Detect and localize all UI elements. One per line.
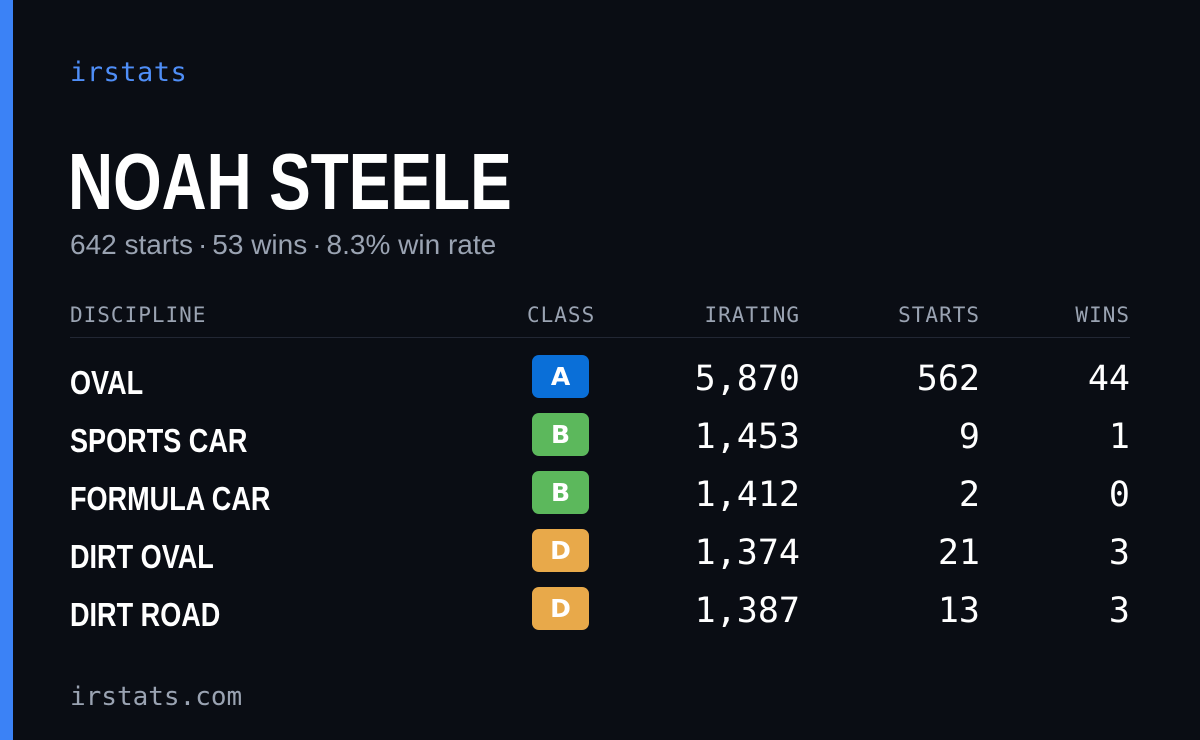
- table-row: OVAL A 5,870 562 44: [70, 355, 1130, 413]
- irating-value: 1,387: [694, 591, 800, 631]
- header-discipline: DISCIPLINE: [70, 303, 207, 327]
- driver-name: NOAH STEELE: [68, 137, 512, 226]
- class-badge: D: [532, 529, 589, 572]
- brand-logo: irstats: [70, 57, 188, 88]
- discipline-name: OVAL: [70, 364, 144, 401]
- wins-value: 1: [1108, 417, 1130, 457]
- footer-url: irstats.com: [70, 682, 243, 712]
- header-class: CLASS: [527, 303, 596, 327]
- wins-value: 44: [1087, 359, 1130, 399]
- wins-value: 0: [1108, 475, 1130, 515]
- class-badge: A: [532, 355, 589, 398]
- discipline-name: SPORTS CAR: [70, 422, 248, 459]
- starts-value: 562: [916, 359, 980, 399]
- table-row: SPORTS CAR B 1,453 9 1: [70, 413, 1130, 471]
- starts-value: 13: [937, 591, 980, 631]
- summary-win-rate: 8.3% win rate: [326, 229, 497, 260]
- irating-value: 1,453: [694, 417, 800, 457]
- summary-starts: 642 starts: [70, 229, 193, 260]
- starts-value: 2: [958, 475, 980, 515]
- header-wins: WINS: [1075, 303, 1130, 327]
- table-row: DIRT OVAL D 1,374 21 3: [70, 529, 1130, 587]
- class-badge: B: [532, 413, 589, 456]
- table-header: DISCIPLINE CLASS IRATING STARTS WINS: [70, 296, 1130, 338]
- table-row: DIRT ROAD D 1,387 13 3: [70, 587, 1130, 645]
- starts-value: 9: [958, 417, 980, 457]
- irating-value: 1,374: [694, 533, 800, 573]
- driver-summary: 642 starts · 53 wins · 8.3% win rate: [70, 227, 496, 263]
- discipline-name: DIRT OVAL: [70, 538, 214, 575]
- summary-wins: 53 wins: [212, 229, 308, 260]
- summary-separator: ·: [312, 229, 322, 260]
- discipline-name: FORMULA CAR: [70, 480, 271, 517]
- accent-bar: [0, 0, 13, 740]
- stats-table: DISCIPLINE CLASS IRATING STARTS WINS OVA…: [70, 296, 1130, 645]
- header-starts: STARTS: [898, 303, 980, 327]
- class-badge: D: [532, 587, 589, 630]
- wins-value: 3: [1108, 533, 1130, 573]
- header-irating: IRATING: [704, 303, 800, 327]
- class-badge: B: [532, 471, 589, 514]
- wins-value: 3: [1108, 591, 1130, 631]
- irating-value: 1,412: [694, 475, 800, 515]
- discipline-name: DIRT ROAD: [70, 596, 221, 633]
- irating-value: 5,870: [694, 359, 800, 399]
- summary-separator: ·: [197, 229, 208, 260]
- table-row: FORMULA CAR B 1,412 2 0: [70, 471, 1130, 529]
- table-body: OVAL A 5,870 562 44 SPORTS CAR B 1,453 9…: [70, 355, 1130, 645]
- starts-value: 21: [937, 533, 980, 573]
